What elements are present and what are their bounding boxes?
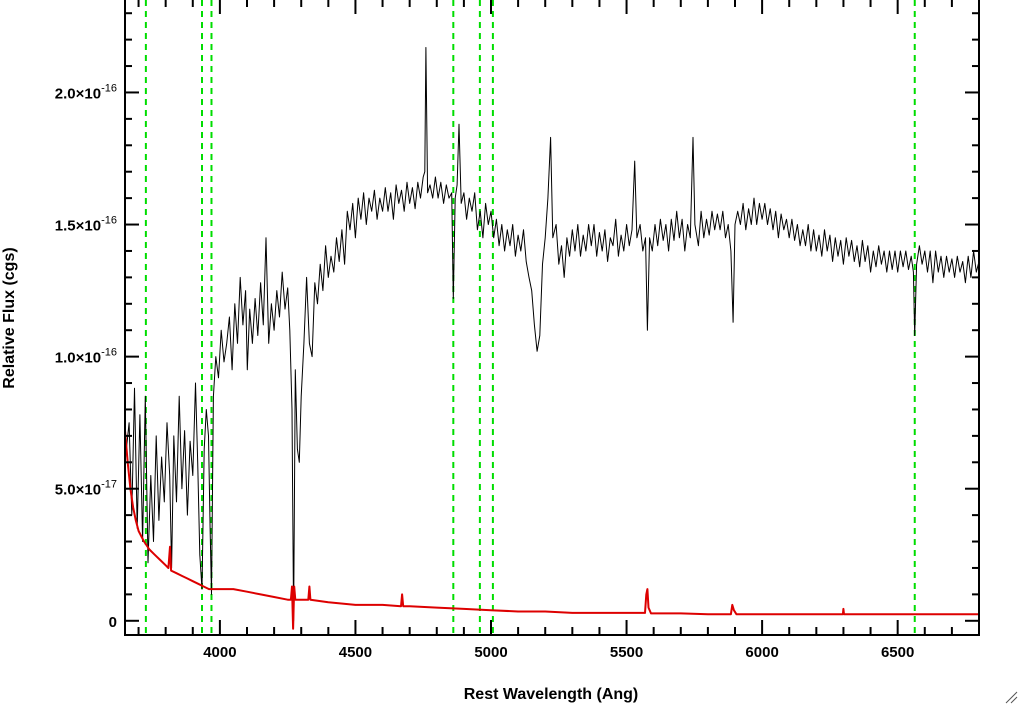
series-line-2 [125, 430, 979, 630]
x-tick-label: 5500 [610, 644, 643, 661]
y-tick-mantissa: 0 [109, 614, 117, 631]
x-axis-ticks: 4000 4500 5000 5500 6000 6500 [137, 0, 980, 661]
y-tick-mantissa: 5.0×10 [55, 482, 101, 499]
series-line-1 [125, 47, 979, 622]
x-tick-label: 4500 [339, 644, 372, 661]
y-tick-exponent: -17 [101, 479, 117, 491]
y-tick-exponent: -16 [101, 215, 117, 227]
x-tick-label: 6000 [745, 644, 778, 661]
x-axis-title: Rest Wavelength (Ang) [464, 686, 639, 703]
y-tick-label: 2.0×10-16 [55, 82, 117, 102]
resize-grip-icon[interactable] [1004, 690, 1018, 704]
series-layer [125, 47, 979, 630]
reference-lines [144, 0, 916, 634]
y-tick-mantissa: 1.5×10 [55, 218, 101, 235]
x-tick-label: 4000 [203, 644, 236, 661]
y-tick-label: 5.0×10-17 [55, 479, 117, 499]
y-tick-mantissa: 1.0×10 [55, 350, 101, 367]
y-tick-exponent: -16 [101, 347, 117, 359]
y-tick-label: 0 [109, 614, 117, 631]
y-axis-title: Relative Flux (cgs) [1, 247, 18, 388]
y-tick-mantissa: 2.0×10 [55, 85, 101, 102]
x-tick-label: 6500 [881, 644, 914, 661]
y-tick-exponent: -16 [101, 82, 117, 94]
y-axis-ticks: 05.0×10-171.0×10-161.5×10-162.0×10-16 [55, 12, 979, 631]
y-tick-label: 1.0×10-16 [55, 347, 117, 367]
plot-frame [124, 0, 980, 636]
y-tick-label: 1.5×10-16 [55, 215, 117, 235]
x-tick-label: 5000 [474, 644, 507, 661]
